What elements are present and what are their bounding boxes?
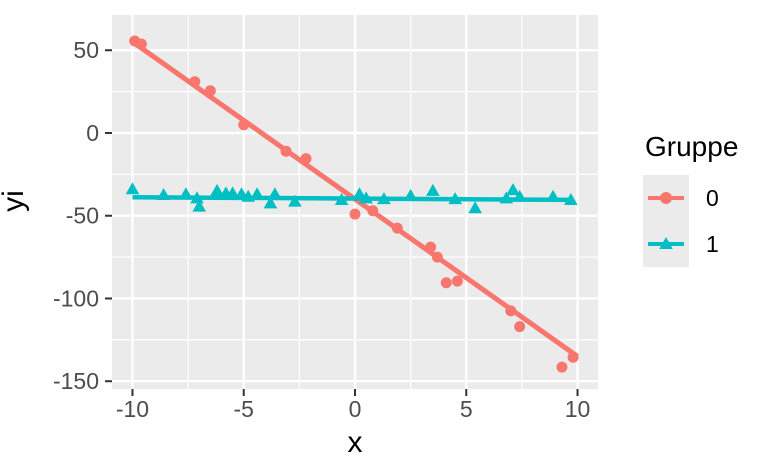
scatter-point-group1 (288, 194, 302, 207)
scatter-point-group0 (349, 208, 361, 220)
y-tick-label: 50 (73, 37, 99, 63)
legend-keys: 0 1 (643, 175, 738, 267)
scatter-point-group1 (512, 189, 527, 202)
scatter-point-group1 (156, 188, 171, 201)
x-tick-label: -5 (234, 396, 254, 422)
scatter-point-group1 (546, 189, 560, 202)
scatter-point-group1 (506, 183, 520, 196)
x-axis-title: x (347, 426, 363, 459)
legend-label-group0: 0 (706, 184, 719, 211)
scatter-point-group0 (556, 361, 568, 373)
legend-key-group0 (643, 175, 689, 221)
legend-entry-0: 0 (643, 175, 738, 221)
scatter-point-group0 (189, 76, 201, 88)
legend-glyph-triangle-icon (648, 237, 684, 249)
scatter-point-group0 (505, 305, 517, 317)
scatter-point-group0 (391, 222, 403, 234)
legend-triangle-icon (659, 237, 673, 249)
scatter-point-group0 (567, 351, 579, 363)
scatter-point-group1 (352, 187, 367, 200)
scatter-point-group0 (280, 145, 292, 157)
scatter-point-group0 (440, 277, 452, 289)
scatter-point-group1 (225, 186, 240, 199)
scatter-point-group0 (367, 205, 379, 217)
scatter-point-group1 (334, 193, 349, 206)
y-tick-label: -100 (53, 285, 99, 311)
scatter-point-group0 (425, 241, 437, 253)
scatter-point-group0 (135, 38, 147, 50)
scatter-point-group1 (268, 187, 282, 200)
legend-glyph-circle-icon (648, 192, 684, 204)
scatter-point-group0 (431, 251, 443, 263)
legend-circle-icon (660, 192, 672, 204)
scatter-point-group0 (300, 153, 312, 165)
scatter-point-group0 (204, 85, 216, 97)
legend-label-group1: 1 (706, 230, 719, 257)
scatter-point-group1 (192, 199, 207, 212)
y-tick-label: -50 (66, 203, 99, 229)
scatter-point-group1 (564, 193, 578, 206)
scatter-point-group1 (250, 187, 264, 200)
legend-entry-1: 1 (643, 221, 738, 267)
scatter-point-group1 (377, 192, 391, 205)
x-tick-label: 10 (565, 396, 591, 422)
scatter-point-group1 (179, 187, 193, 200)
legend-title: Gruppe (645, 131, 739, 162)
scatter-point-group1 (359, 191, 373, 204)
scatter-point-group1 (190, 191, 204, 204)
x-tick-label: 0 (349, 396, 362, 422)
legend-key-group1 (643, 221, 689, 267)
scatter-point-group1 (210, 183, 224, 196)
x-tick-label: 5 (460, 396, 473, 422)
legend: Gruppe 0 1 (643, 132, 738, 267)
trend-line-group1 (132, 194, 571, 203)
scatter-point-group1 (403, 188, 418, 201)
x-tick-label: -10 (116, 396, 149, 422)
scatter-point-group0 (514, 321, 526, 333)
y-tick-label: -150 (53, 368, 99, 394)
scatter-point-group1 (263, 196, 278, 209)
scatter-point-group0 (451, 275, 463, 287)
scatter-point-group1 (499, 191, 514, 204)
scatter-point-group1 (468, 201, 482, 214)
scatter-point-group0 (238, 119, 250, 131)
y-axis-title: yi (0, 190, 30, 212)
scatter-point-group1 (125, 182, 140, 195)
y-tick-label: 0 (86, 120, 99, 146)
scatter-point-group1 (448, 192, 462, 205)
scatter-point-group1 (426, 183, 440, 196)
